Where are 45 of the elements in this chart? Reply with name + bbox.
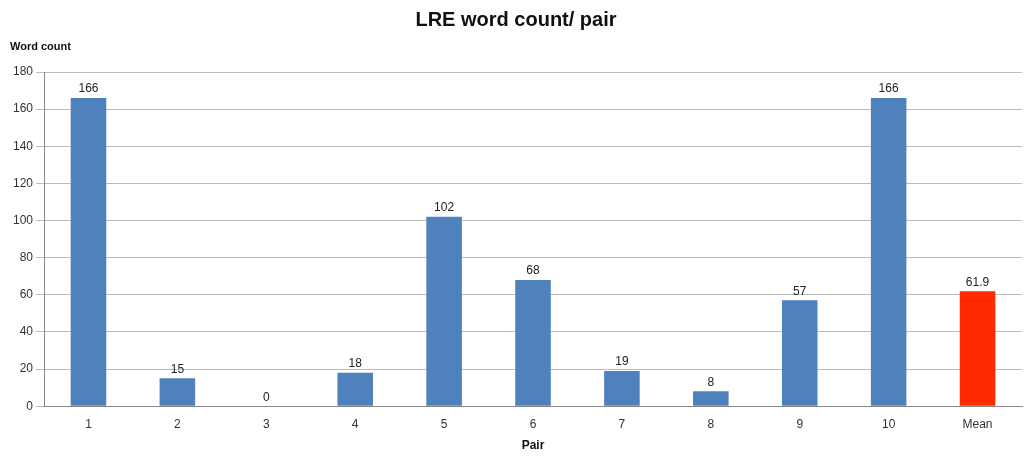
data-label: 166 (878, 81, 899, 96)
x-tick-label: 10 (881, 416, 896, 431)
x-tick-label: 5 (440, 416, 448, 431)
data-label: 102 (434, 200, 455, 215)
y-axis-title: Word count (10, 40, 72, 53)
data-label: 57 (793, 283, 807, 298)
x-tick-label: 3 (262, 416, 270, 431)
y-tick-label: 80 (19, 249, 34, 264)
x-tick-label: 1 (85, 416, 93, 431)
y-tick-label: 60 (19, 287, 34, 302)
x-tick-label: 7 (618, 416, 626, 431)
bar (870, 97, 907, 406)
bar (781, 300, 818, 406)
y-tick-label: 40 (19, 324, 34, 339)
x-tick-label: 4 (351, 416, 359, 431)
bar (337, 372, 373, 406)
x-tick-label: 2 (174, 416, 182, 431)
x-tick-label: Mean (962, 416, 993, 431)
bar (159, 378, 196, 406)
bar (70, 97, 107, 406)
data-label: 15 (170, 361, 185, 376)
bar (426, 216, 462, 406)
y-tick-label: 0 (26, 398, 34, 413)
data-label: 61.9 (965, 274, 990, 289)
bar (515, 279, 551, 406)
x-axis-title: Pair (521, 438, 545, 453)
data-label: 8 (707, 374, 715, 389)
y-tick-label: 160 (12, 101, 34, 116)
data-label: 0 (262, 389, 270, 404)
chart-title: LRE word count/ pair (415, 7, 617, 30)
y-tick-label: 20 (19, 361, 34, 376)
y-tick-label: 120 (12, 175, 34, 190)
y-tick-label: 140 (12, 138, 34, 153)
data-label: 68 (526, 263, 540, 278)
data-label: 19 (615, 354, 629, 369)
x-tick-label: 9 (796, 416, 804, 431)
data-label: 166 (78, 81, 99, 96)
y-tick-label: 100 (12, 212, 34, 227)
bar (693, 391, 729, 406)
bar (604, 370, 640, 406)
data-label: 18 (348, 356, 363, 371)
bar (959, 291, 996, 406)
x-tick-label: 8 (707, 416, 715, 431)
y-tick-label: 180 (12, 64, 34, 79)
x-tick-label: 6 (529, 416, 537, 431)
